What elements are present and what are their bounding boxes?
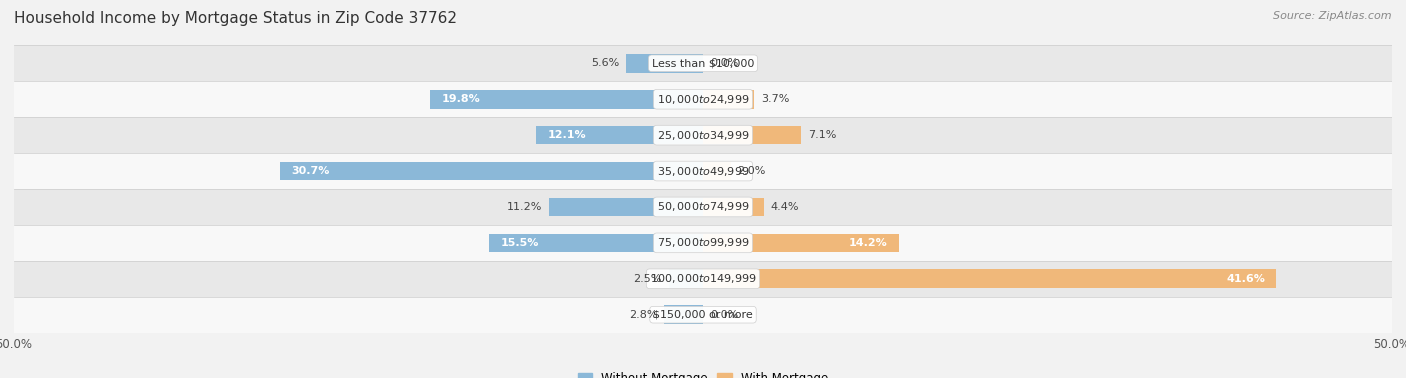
Text: Source: ZipAtlas.com: Source: ZipAtlas.com <box>1274 11 1392 21</box>
Text: 7.1%: 7.1% <box>807 130 837 140</box>
Bar <box>626 54 703 73</box>
Text: 4.4%: 4.4% <box>770 202 799 212</box>
Bar <box>14 297 1392 333</box>
Bar <box>548 198 703 216</box>
Bar <box>14 189 1392 225</box>
Bar <box>703 162 731 180</box>
Text: $10,000 to $24,999: $10,000 to $24,999 <box>657 93 749 106</box>
Legend: Without Mortgage, With Mortgage: Without Mortgage, With Mortgage <box>574 367 832 378</box>
Text: 3.7%: 3.7% <box>761 94 789 104</box>
Text: 30.7%: 30.7% <box>291 166 329 176</box>
Bar <box>703 90 754 108</box>
Text: 15.5%: 15.5% <box>501 238 538 248</box>
Bar <box>536 126 703 144</box>
Bar <box>703 234 898 252</box>
Text: 2.5%: 2.5% <box>633 274 662 284</box>
Text: Household Income by Mortgage Status in Zip Code 37762: Household Income by Mortgage Status in Z… <box>14 11 457 26</box>
Bar <box>703 198 763 216</box>
Bar <box>703 126 801 144</box>
Text: 0.0%: 0.0% <box>710 58 738 68</box>
Text: $100,000 to $149,999: $100,000 to $149,999 <box>650 272 756 285</box>
Text: 0.0%: 0.0% <box>710 310 738 320</box>
Bar <box>280 162 703 180</box>
Text: 5.6%: 5.6% <box>591 58 619 68</box>
Text: 41.6%: 41.6% <box>1226 274 1265 284</box>
Text: $35,000 to $49,999: $35,000 to $49,999 <box>657 164 749 178</box>
Bar <box>14 45 1392 81</box>
Text: 14.2%: 14.2% <box>849 238 887 248</box>
Bar <box>430 90 703 108</box>
Bar <box>14 117 1392 153</box>
Text: $50,000 to $74,999: $50,000 to $74,999 <box>657 200 749 214</box>
Text: 12.1%: 12.1% <box>547 130 586 140</box>
Text: 2.8%: 2.8% <box>628 310 658 320</box>
Bar <box>703 270 1277 288</box>
Bar <box>669 270 703 288</box>
Text: $150,000 or more: $150,000 or more <box>654 310 752 320</box>
Text: 19.8%: 19.8% <box>441 94 479 104</box>
Bar <box>14 261 1392 297</box>
Bar <box>665 305 703 324</box>
Text: $25,000 to $34,999: $25,000 to $34,999 <box>657 129 749 142</box>
Text: 11.2%: 11.2% <box>506 202 541 212</box>
Text: $75,000 to $99,999: $75,000 to $99,999 <box>657 236 749 249</box>
Bar <box>14 81 1392 117</box>
Bar <box>14 153 1392 189</box>
Bar <box>489 234 703 252</box>
Text: Less than $10,000: Less than $10,000 <box>652 58 754 68</box>
Text: 2.0%: 2.0% <box>738 166 766 176</box>
Bar <box>14 225 1392 261</box>
